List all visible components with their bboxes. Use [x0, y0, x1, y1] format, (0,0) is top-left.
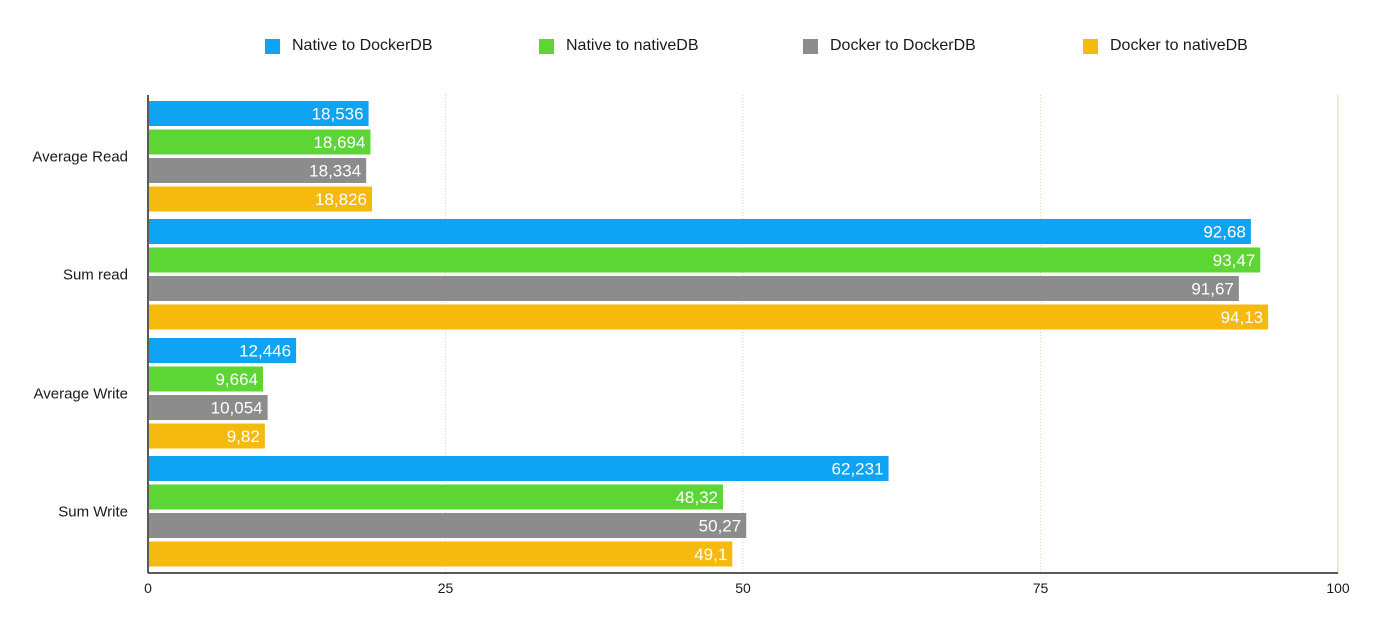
legend-label: Native to DockerDB	[292, 37, 433, 54]
category-label: Sum read	[63, 266, 128, 283]
bar	[149, 366, 264, 392]
x-tick-label: 100	[1326, 580, 1350, 596]
x-tick-label: 25	[438, 580, 454, 596]
bar-value-label: 18,334	[309, 162, 361, 181]
legend-item: Docker to nativeDB	[1083, 33, 1248, 59]
bar-value-label: 9,82	[227, 427, 260, 446]
legend-swatch	[539, 38, 554, 54]
bar-value-label: 92,68	[1203, 223, 1246, 242]
category-label: Average Write	[34, 385, 129, 402]
bar-value-label: 18,536	[312, 105, 364, 124]
legend-swatch	[803, 38, 818, 54]
bar	[149, 338, 297, 363]
bar	[149, 129, 371, 155]
bar-value-label: 48,32	[675, 488, 718, 507]
bar	[149, 101, 369, 126]
bar	[149, 395, 268, 420]
bar-value-label: 10,054	[211, 399, 263, 418]
bar	[149, 484, 724, 510]
bar-value-label: 62,231	[832, 460, 884, 479]
bar	[149, 186, 373, 212]
bar	[149, 456, 889, 481]
bar	[149, 276, 1239, 301]
bar-value-label: 91,67	[1191, 280, 1234, 299]
bar-value-label: 9,664	[215, 370, 258, 389]
legend-label: Docker to DockerDB	[830, 37, 976, 54]
bar	[149, 304, 1269, 330]
bar	[149, 513, 747, 538]
x-tick-label: 75	[1033, 580, 1049, 596]
legend-swatch	[1083, 38, 1098, 54]
legend: Native to DockerDB Native to nativeDB Dock…	[0, 33, 1400, 59]
bar-value-label: 18,826	[315, 190, 367, 209]
bar	[149, 219, 1251, 244]
x-tick-label: 0	[144, 580, 152, 596]
bar	[149, 423, 265, 449]
x-tick-label: 50	[735, 580, 751, 596]
bar-value-label: 93,47	[1213, 251, 1256, 270]
category-label: Sum Write	[58, 503, 128, 520]
bar-value-label: 12,446	[239, 342, 291, 361]
bar-value-label: 50,27	[699, 517, 742, 536]
legend-swatch	[265, 38, 280, 54]
legend-item: Docker to DockerDB	[803, 33, 976, 59]
legend-label: Docker to nativeDB	[1110, 37, 1248, 54]
category-label: Average Read	[32, 148, 128, 165]
bar	[149, 247, 1261, 273]
bar-value-label: 18,694	[313, 133, 365, 152]
bar	[149, 541, 733, 567]
bar	[149, 158, 367, 183]
bar-value-label: 49,1	[694, 545, 727, 564]
bar-value-label: 94,13	[1221, 308, 1264, 327]
legend-label: Native to nativeDB	[566, 37, 699, 54]
legend-item: Native to nativeDB	[539, 33, 699, 59]
legend-item: Native to DockerDB	[265, 33, 433, 59]
